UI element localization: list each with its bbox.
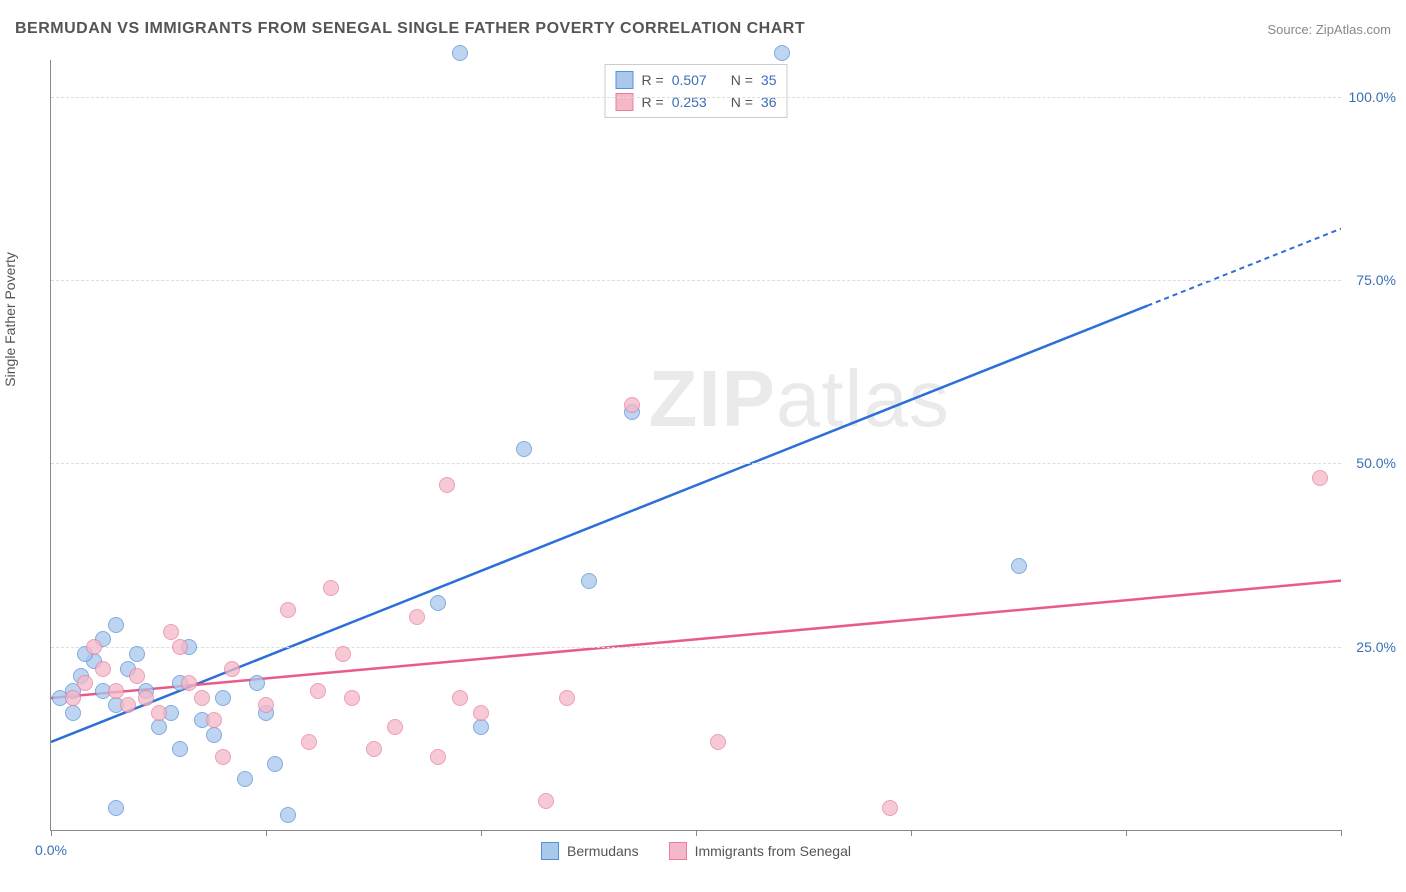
scatter-plot-area: ZIPatlas R =0.507N =35R =0.253N =36 Berm… xyxy=(50,60,1341,831)
y-tick-label: 75.0% xyxy=(1356,272,1396,288)
data-point xyxy=(65,705,81,721)
data-point xyxy=(710,734,726,750)
chart-title: BERMUDAN VS IMMIGRANTS FROM SENEGAL SING… xyxy=(15,20,805,38)
data-point xyxy=(108,617,124,633)
data-point xyxy=(624,397,640,413)
data-point xyxy=(538,793,554,809)
data-point xyxy=(882,800,898,816)
gridline xyxy=(51,280,1341,281)
data-point xyxy=(215,690,231,706)
gridline xyxy=(51,647,1341,648)
data-point xyxy=(138,690,154,706)
source-attribution: Source: ZipAtlas.com xyxy=(1267,22,1391,37)
data-point xyxy=(151,719,167,735)
stats-row: R =0.253N =36 xyxy=(616,91,777,113)
data-point xyxy=(129,646,145,662)
data-point xyxy=(95,661,111,677)
x-tick xyxy=(696,830,697,836)
n-label: N = xyxy=(731,72,753,88)
data-point xyxy=(172,741,188,757)
legend-item: Immigrants from Senegal xyxy=(669,842,851,860)
correlation-stats-box: R = 0.507 N = 35 R =0.253N =36 xyxy=(605,64,788,118)
trend-lines-svg xyxy=(51,60,1341,830)
data-point xyxy=(335,646,351,662)
data-point xyxy=(344,690,360,706)
data-point xyxy=(267,756,283,772)
series-legend: Bermudans Immigrants from Senegal xyxy=(541,842,851,860)
data-point xyxy=(581,573,597,589)
gridline xyxy=(51,97,1341,98)
n-value: 35 xyxy=(761,72,777,88)
legend-swatch xyxy=(616,71,634,89)
y-axis-label: Single Father Poverty xyxy=(2,252,18,387)
y-tick-label: 50.0% xyxy=(1356,455,1396,471)
x-tick xyxy=(1341,830,1342,836)
data-point xyxy=(280,807,296,823)
data-point xyxy=(206,712,222,728)
data-point xyxy=(215,749,231,765)
legend-swatch xyxy=(541,842,559,860)
data-point xyxy=(77,675,93,691)
data-point xyxy=(409,609,425,625)
legend-swatch xyxy=(669,842,687,860)
y-tick-label: 25.0% xyxy=(1356,639,1396,655)
data-point xyxy=(181,675,197,691)
data-point xyxy=(473,705,489,721)
data-point xyxy=(323,580,339,596)
data-point xyxy=(120,697,136,713)
data-point xyxy=(439,477,455,493)
x-tick xyxy=(481,830,482,836)
data-point xyxy=(108,800,124,816)
data-point xyxy=(366,741,382,757)
data-point xyxy=(1011,558,1027,574)
gridline xyxy=(51,463,1341,464)
data-point xyxy=(774,45,790,61)
stats-row: R = 0.507 N = 35 xyxy=(616,69,777,91)
data-point xyxy=(430,595,446,611)
x-tick xyxy=(51,830,52,836)
x-tick-label: 0.0% xyxy=(35,842,67,858)
data-point xyxy=(237,771,253,787)
data-point xyxy=(163,624,179,640)
data-point xyxy=(86,639,102,655)
data-point xyxy=(516,441,532,457)
data-point xyxy=(430,749,446,765)
data-point xyxy=(151,705,167,721)
data-point xyxy=(1312,470,1328,486)
legend-item: Bermudans xyxy=(541,842,639,860)
legend-label: Bermudans xyxy=(567,843,639,859)
x-tick xyxy=(1126,830,1127,836)
x-tick xyxy=(911,830,912,836)
data-point xyxy=(473,719,489,735)
data-point xyxy=(258,697,274,713)
data-point xyxy=(65,690,81,706)
watermark-text: ZIPatlas xyxy=(648,353,949,445)
data-point xyxy=(129,668,145,684)
data-point xyxy=(301,734,317,750)
data-point xyxy=(108,683,124,699)
data-point xyxy=(172,639,188,655)
r-value: 0.507 xyxy=(672,72,707,88)
data-point xyxy=(387,719,403,735)
data-point xyxy=(280,602,296,618)
data-point xyxy=(452,45,468,61)
data-point xyxy=(249,675,265,691)
x-tick xyxy=(266,830,267,836)
data-point xyxy=(194,690,210,706)
legend-label: Immigrants from Senegal xyxy=(695,843,851,859)
data-point xyxy=(559,690,575,706)
data-point xyxy=(452,690,468,706)
data-point xyxy=(224,661,240,677)
data-point xyxy=(206,727,222,743)
chart-header: BERMUDAN VS IMMIGRANTS FROM SENEGAL SING… xyxy=(15,20,1391,38)
data-point xyxy=(310,683,326,699)
y-tick-label: 100.0% xyxy=(1349,89,1396,105)
r-label: R = xyxy=(642,72,664,88)
